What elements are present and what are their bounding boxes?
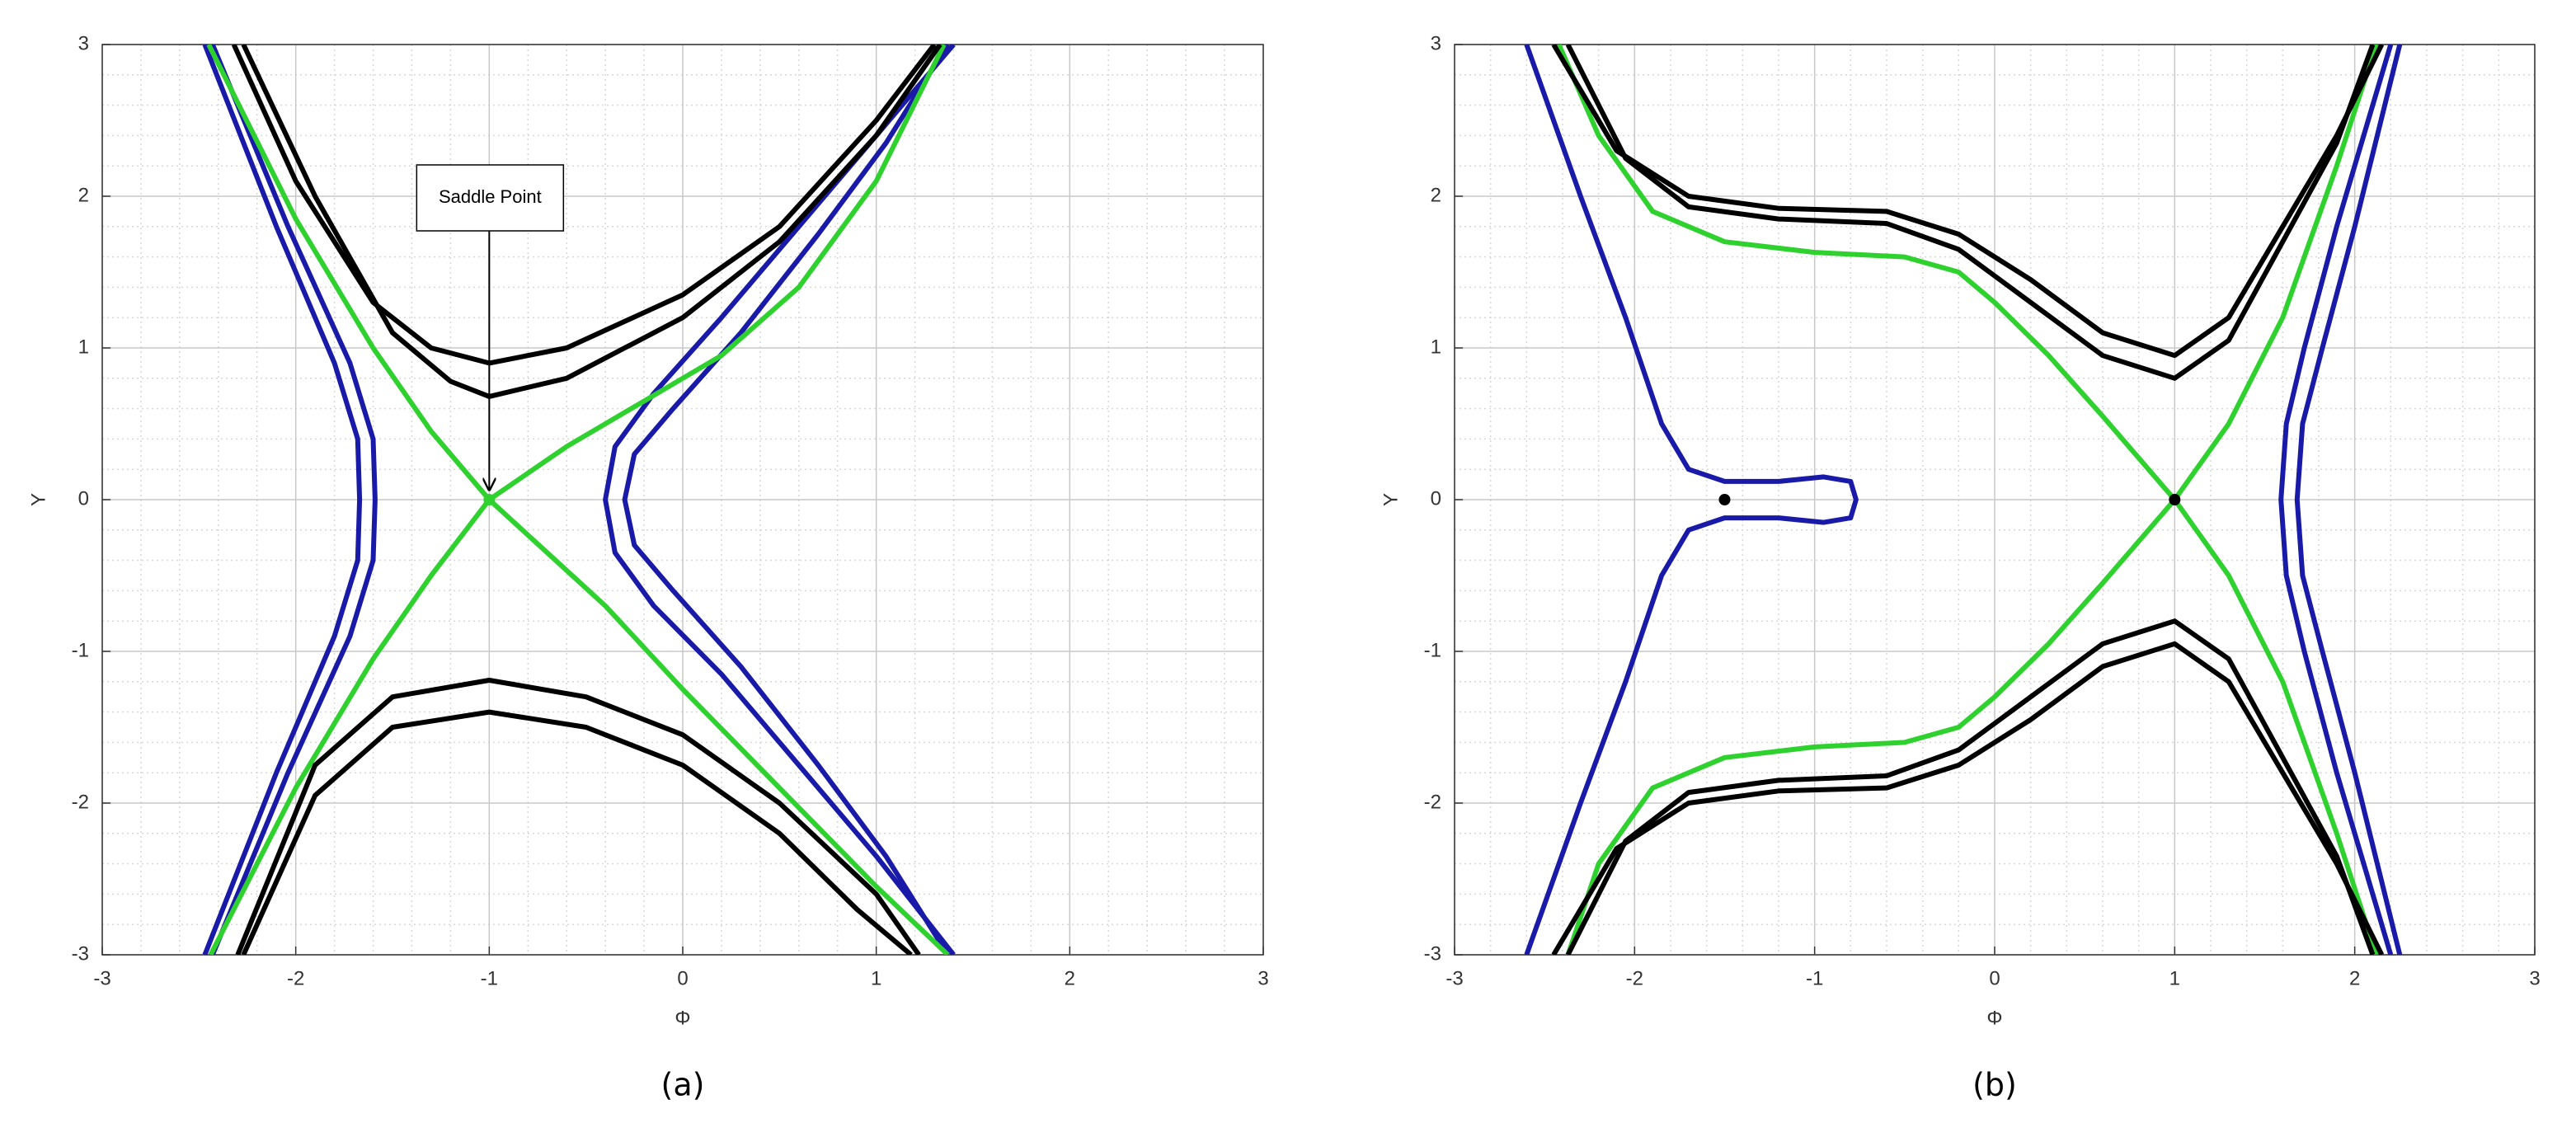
contour-line [1551,45,2385,359]
point-marker [1718,494,1731,505]
y-tick-label: 1 [1431,336,1441,358]
y-axis-label: Y [27,493,49,506]
contour-line [2278,45,2394,955]
contour-line [208,45,947,955]
y-tick-label: 0 [1431,487,1441,510]
contour-line [210,45,378,955]
x-tick-label: -3 [1445,967,1463,989]
x-tick-label: -2 [287,967,304,989]
axes-frame [101,44,1264,956]
contour-line [1565,618,2376,955]
caption: (a) [661,1067,705,1103]
axes-frame [1454,44,2536,956]
contour-line [206,45,950,955]
y-tick-label: -3 [72,942,89,965]
axes: -3 -2 -1 0 1 2 3 -3 -2 -1 0 1 2 3 Φ Y (b) [1380,32,2540,1102]
y-tick-label: 0 [78,487,89,510]
caption: (b) [1972,1067,2017,1103]
x-tick-label: -3 [93,967,110,989]
y-tick-label: -3 [1424,942,1441,965]
x-tick-label: 1 [871,967,881,989]
contour-line [1551,641,2385,955]
annotation-box [416,164,565,232]
annotation-text: Saddle Point [439,186,542,207]
y-tick-label: 2 [78,184,89,206]
x-tick-label: 3 [1257,967,1268,989]
contour-line [1565,45,2376,381]
y-tick-label: -2 [72,791,89,813]
axes: -3 -2 -1 0 1 2 3 -3 -2 -1 0 1 2 3 Φ Y (a) Saddle Point [27,32,1268,1102]
point-marker [483,494,496,505]
contour-line [622,45,951,955]
y-axis-label: Y [1380,493,1402,506]
x-axis-label: Φ [1986,1007,2002,1029]
x-tick-label: -2 [1626,967,1643,989]
contour-line [1524,45,1859,955]
contour-line [235,678,921,955]
x-tick-label: -1 [481,967,498,989]
y-tick-label: 1 [78,336,89,358]
contour-line [241,709,913,955]
x-tick-label: -1 [1806,967,1823,989]
contour-line [231,45,937,366]
contour-line [241,45,942,399]
contour-line [2294,45,2403,955]
x-tick-label: 1 [2169,967,2180,989]
point-marker [2169,494,2181,505]
x-tick-label: 2 [1065,967,1075,989]
contour-line [1565,45,2379,955]
x-axis-label: Φ [675,1007,690,1029]
contour-line [1556,45,2379,955]
y-tick-label: 3 [78,32,89,54]
y-tick-label: 2 [1431,184,1441,206]
y-tick-label: 3 [1431,32,1441,54]
x-tick-label: 0 [677,967,688,989]
contour-line [202,45,363,955]
y-tick-label: -1 [1424,639,1441,661]
x-tick-label: 3 [2529,967,2540,989]
y-tick-label: -2 [1424,791,1441,813]
contour-line [603,45,956,955]
x-tick-label: 2 [2349,967,2360,989]
y-tick-label: -1 [72,639,89,661]
x-tick-label: 0 [1989,967,2000,989]
